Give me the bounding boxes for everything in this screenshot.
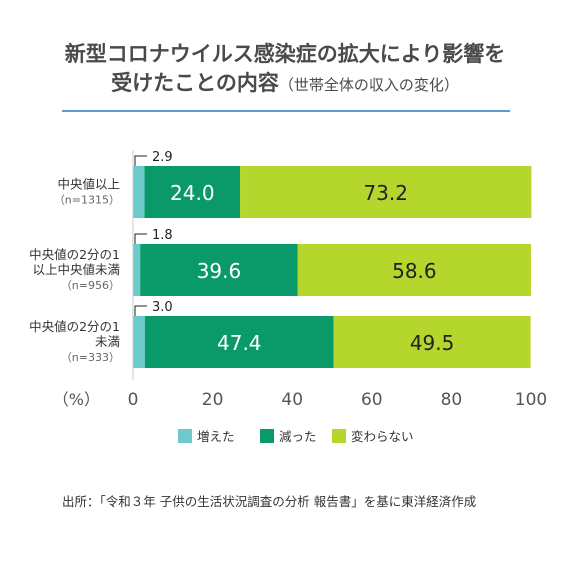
legend-label: 減った [279,429,317,444]
data-label: 24.0 [170,181,215,205]
bar-segment [240,166,532,218]
data-label: 39.6 [197,259,242,283]
bar-segment [333,316,531,368]
bar-segment [297,244,531,296]
data-label: 73.2 [363,181,408,205]
legend-swatch [332,429,346,443]
category-label: （n=956） [61,279,120,292]
bar-segment [133,316,145,368]
x-tick-label: 80 [441,390,463,410]
chart-title-sub: （世帯全体の収入の変化） [278,76,459,94]
chart-title-line1: 新型コロナウイルス感染症の拡大により影響を [64,42,506,66]
category-label: 中央値の2分の1 [29,319,120,334]
data-label: 47.4 [217,331,262,355]
category-label: 中央値の2分の1 [29,247,120,262]
data-label-leader [134,155,147,166]
data-label: 49.5 [410,331,455,355]
data-label-leader [134,305,147,316]
category-label: 以上中央値未満 [32,262,120,277]
data-label: 3.0 [152,300,173,315]
category-label: 未満 [95,334,120,349]
chart-title-line2: 受けたことの内容（世帯全体の収入の変化） [0,69,570,100]
x-tick-label: 20 [202,390,224,410]
data-label-leader [134,233,147,244]
category-label: （n=1315） [54,194,120,207]
x-tick-label: 0 [128,390,139,410]
legend-label: 増えた [197,429,235,444]
legend-label: 変わらない [351,429,414,444]
data-label: 2.9 [152,150,173,165]
category-label: 中央値以上 [57,177,120,192]
x-tick-label: 60 [361,390,383,410]
bar-segment [133,166,145,218]
title-underline [62,110,510,112]
data-label: 1.8 [152,228,173,243]
bar-segment [133,244,141,296]
legend-swatch [260,429,274,443]
data-label: 58.6 [392,259,437,283]
source-note: 出所：「令和３年 子供の生活状況調査の分析 報告書」を基に東洋経済作成 [62,494,477,509]
x-unit-label: （%） [53,390,100,409]
bar-segment [144,316,334,368]
bar-segment [144,166,241,218]
x-tick-label: 40 [281,390,303,410]
x-tick-label: 100 [515,390,547,410]
category-label: （n=333） [61,351,120,364]
chart-title-main: 受けたことの内容 [111,71,279,95]
bar-segment [140,244,298,296]
legend-swatch [178,429,192,443]
chart-title: 新型コロナウイルス感染症の拡大により影響を 受けたことの内容（世帯全体の収入の変… [0,40,570,100]
